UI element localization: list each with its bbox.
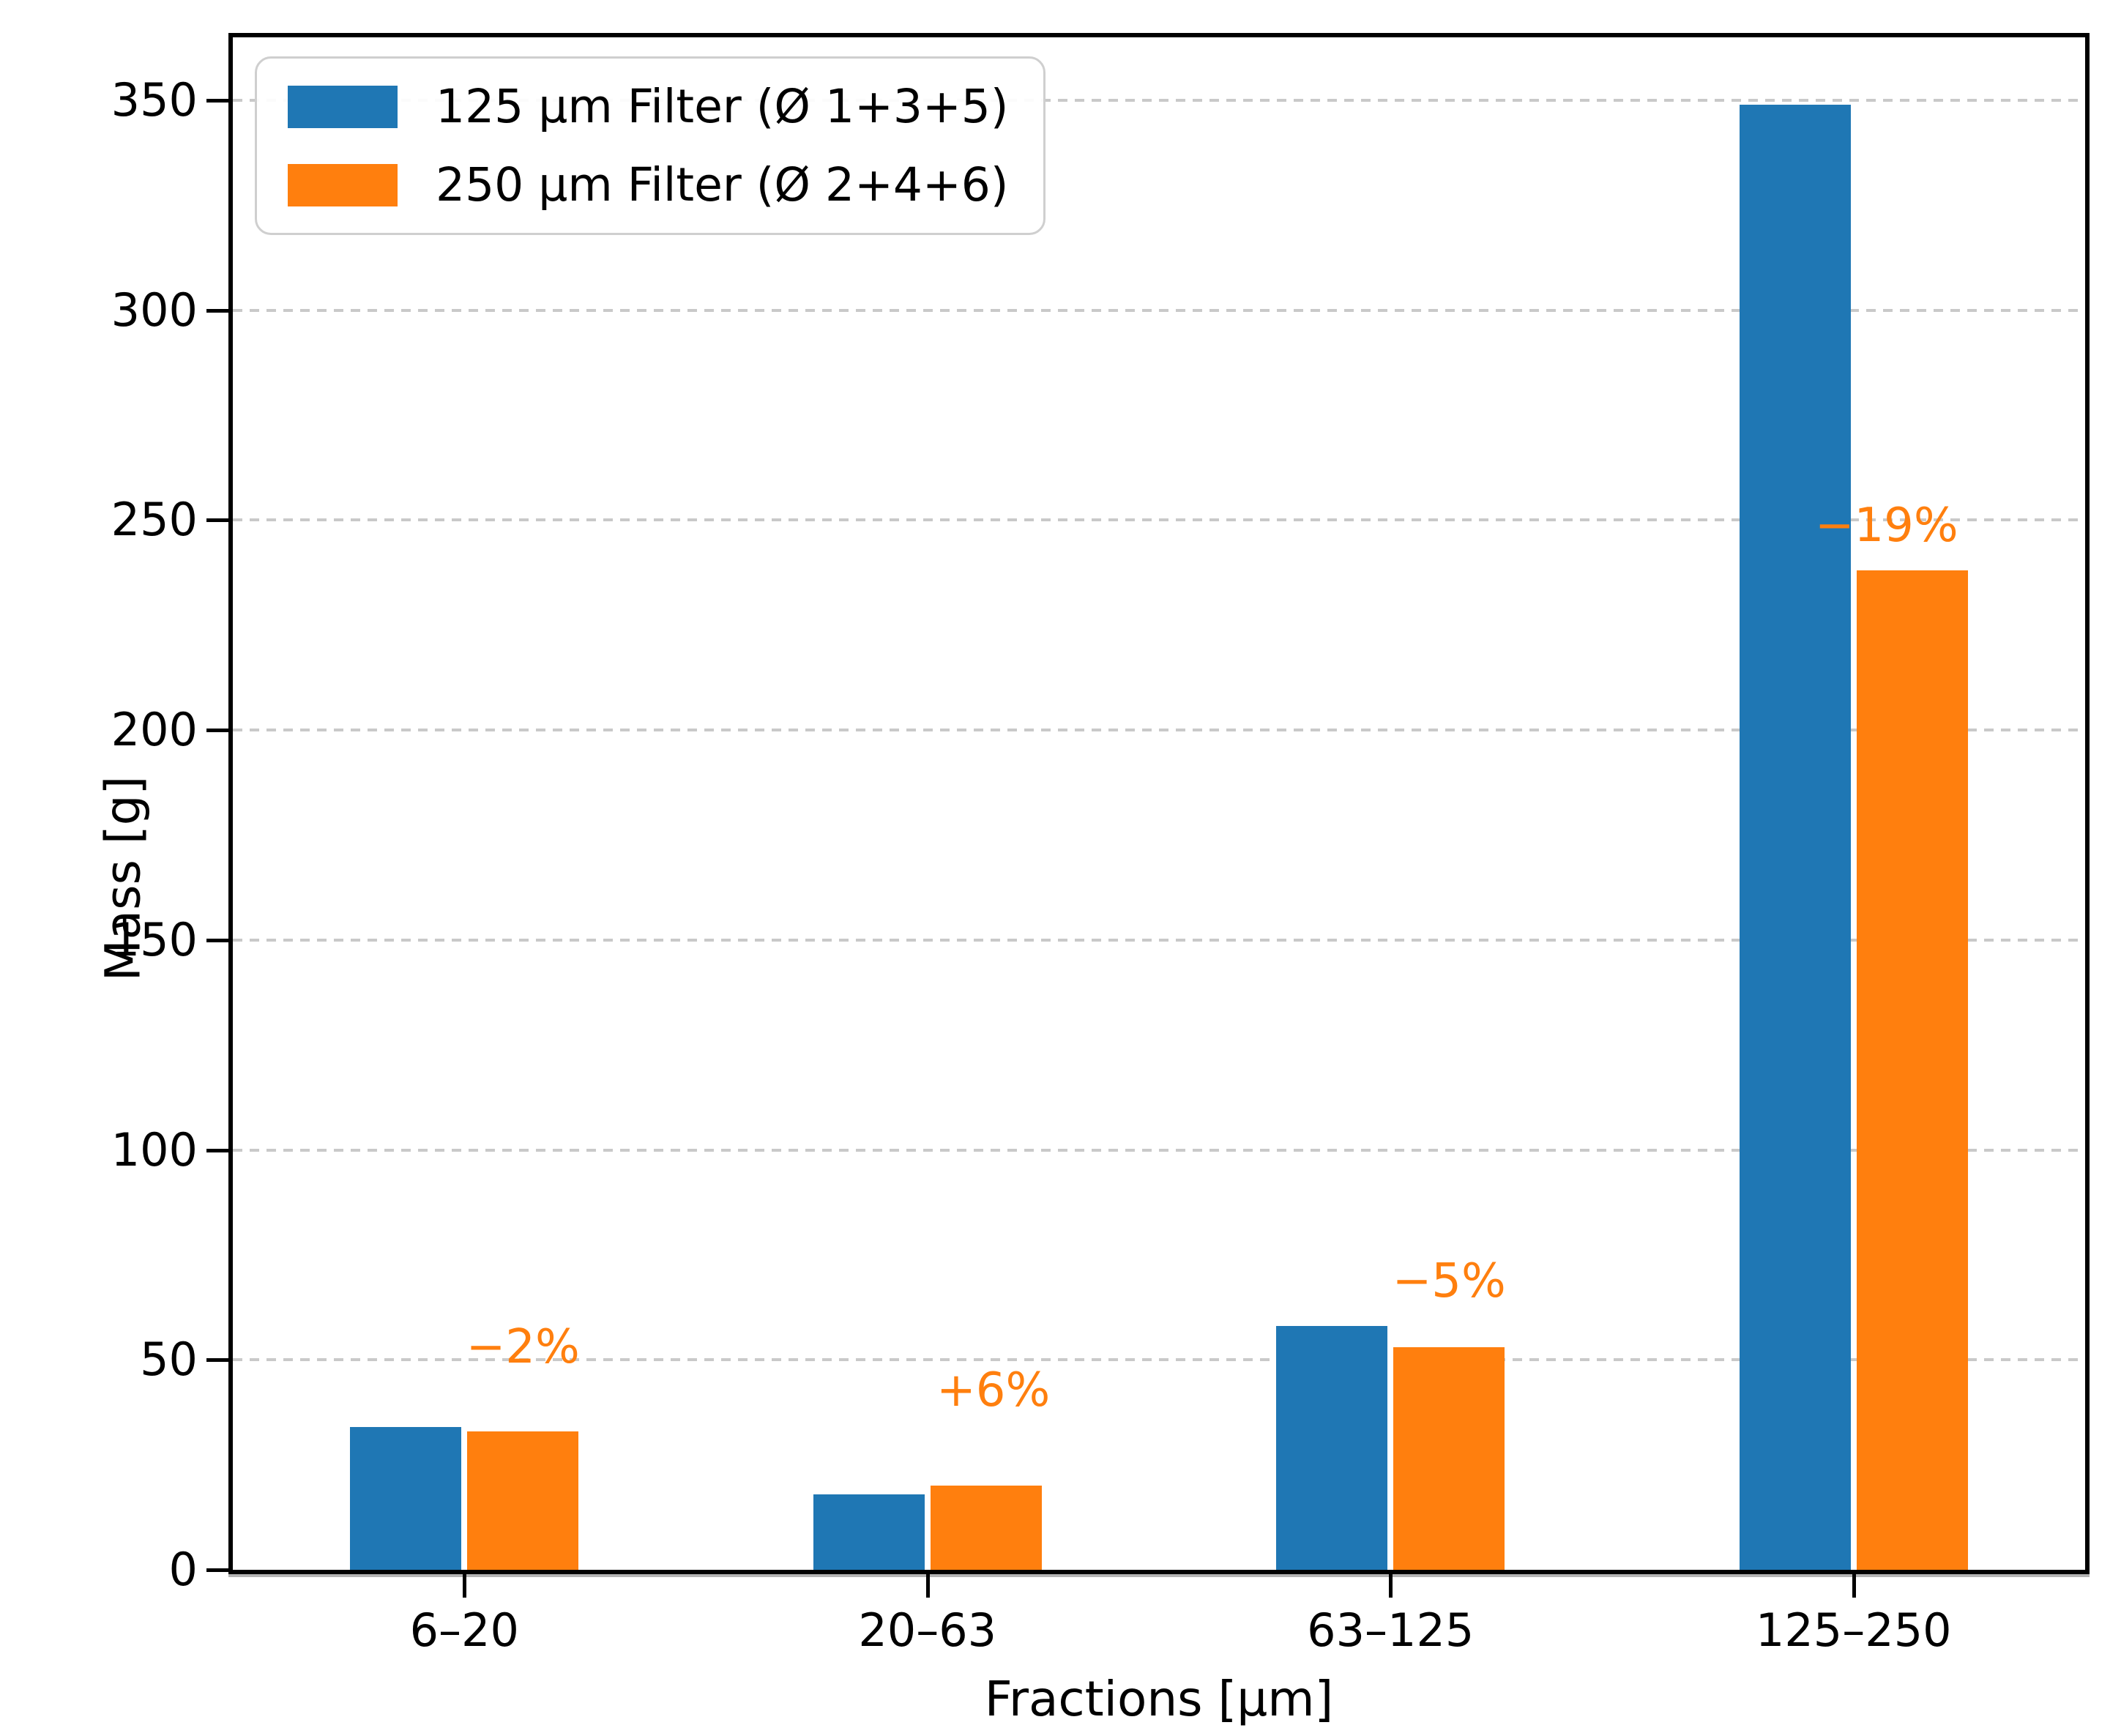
- y-tick-mark: [206, 308, 228, 313]
- bar-blue: [1739, 105, 1851, 1570]
- x-tick-label: 125–250: [1755, 1603, 1952, 1657]
- y-tick-label: 150: [111, 912, 198, 966]
- annotation-label: +6%: [936, 1363, 1051, 1418]
- gridline: [233, 938, 2085, 942]
- x-tick-label: 63–125: [1307, 1603, 1475, 1657]
- legend-label: 250 μm Filter (Ø 2+4+6): [436, 158, 1009, 212]
- gridline: [233, 518, 2085, 522]
- y-tick-mark: [206, 729, 228, 733]
- bar-orange: [467, 1431, 579, 1570]
- legend-label: 125 μm Filter (Ø 1+3+5): [436, 80, 1009, 133]
- y-tick-mark: [206, 938, 228, 942]
- legend-row: 250 μm Filter (Ø 2+4+6): [288, 162, 1008, 208]
- x-tick-label: 20–63: [858, 1603, 997, 1657]
- y-tick-mark: [206, 99, 228, 103]
- legend-swatch-orange-icon: [288, 163, 398, 206]
- bar-blue: [813, 1494, 925, 1570]
- legend-swatch-blue-icon: [288, 85, 398, 128]
- y-tick-label: 350: [111, 73, 198, 127]
- y-tick-label: 0: [168, 1543, 198, 1596]
- x-tick-mark: [463, 1574, 467, 1598]
- bar-blue: [350, 1427, 462, 1570]
- y-tick-label: 100: [111, 1122, 198, 1177]
- annotation-label: −19%: [1814, 499, 1958, 554]
- plot-area: −2% +6% −5% −19% 125 μm Filter (Ø 1+3+5) 25…: [228, 33, 2090, 1574]
- x-tick-mark: [1389, 1574, 1393, 1598]
- bar-blue: [1276, 1326, 1388, 1570]
- bar-orange: [1393, 1347, 1505, 1570]
- y-tick-mark: [206, 518, 228, 523]
- legend: 125 μm Filter (Ø 1+3+5) 250 μm Filter (Ø…: [255, 56, 1046, 235]
- x-tick-label: 6–20: [409, 1603, 519, 1657]
- gridline: [233, 99, 2085, 102]
- y-tick-mark: [206, 1148, 228, 1152]
- x-tick-mark: [925, 1574, 930, 1598]
- gridline: [233, 1148, 2085, 1152]
- bar-orange: [1856, 570, 1968, 1570]
- bar-orange: [930, 1486, 1042, 1570]
- y-tick-label: 300: [111, 283, 198, 337]
- x-axis-title: Fractions [μm]: [984, 1671, 1334, 1727]
- annotation-label: −2%: [466, 1319, 580, 1374]
- y-tick-mark: [206, 1358, 228, 1363]
- y-tick-mark: [206, 1568, 228, 1572]
- y-tick-label: 200: [111, 703, 198, 757]
- baseline-shadow: [228, 1574, 2090, 1577]
- legend-row: 125 μm Filter (Ø 1+3+5): [288, 83, 1008, 130]
- gridline: [233, 729, 2085, 732]
- annotation-label: −5%: [1392, 1254, 1506, 1309]
- x-tick-mark: [1852, 1574, 1856, 1598]
- y-tick-label: 50: [140, 1333, 198, 1387]
- gridline: [233, 1358, 2085, 1362]
- gridline: [233, 308, 2085, 312]
- y-tick-label: 250: [111, 493, 198, 547]
